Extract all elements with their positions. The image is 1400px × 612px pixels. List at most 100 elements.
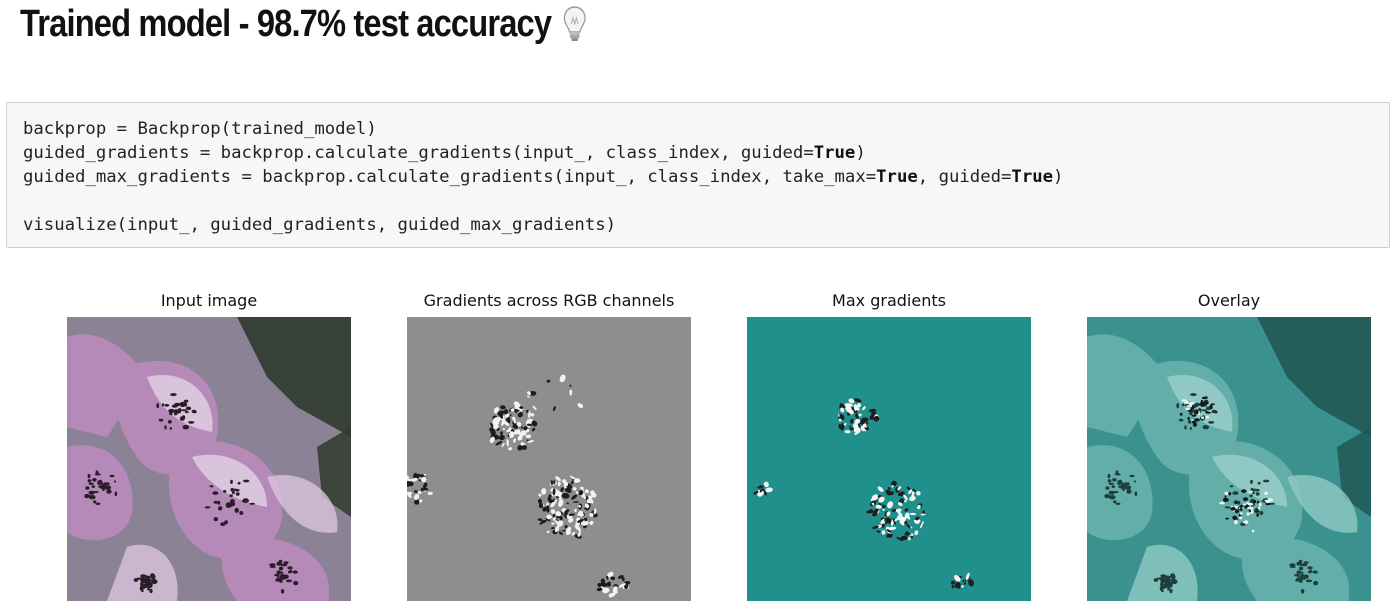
spot-mark [107, 482, 110, 486]
gradient-mark [538, 493, 542, 497]
gradient-mark [1222, 497, 1229, 502]
gradient-mark [839, 403, 846, 409]
spot-mark [147, 587, 150, 591]
spot-mark [87, 479, 92, 483]
petal-shape [192, 454, 267, 507]
spot-mark [269, 565, 277, 568]
spot-mark [1298, 566, 1304, 571]
gradient-mark [577, 519, 584, 523]
gradient-mark [888, 526, 897, 531]
spot-mark [234, 507, 239, 513]
gradient-mark [900, 516, 907, 522]
gradient-mark [497, 411, 503, 419]
spot-mark [180, 409, 187, 412]
gradient-mark [839, 413, 845, 421]
spot-mark [1181, 403, 1185, 407]
petal-shape [1087, 445, 1153, 541]
overlay-tint [1087, 317, 1371, 601]
gradient-mark [568, 513, 575, 516]
spot-mark [104, 485, 112, 490]
spot-mark [1294, 579, 1301, 582]
spot-mark [1300, 563, 1308, 567]
spot-mark [1118, 479, 1123, 485]
spot-mark [1170, 574, 1176, 579]
gradient-mark [862, 406, 866, 411]
spot-mark [230, 487, 234, 492]
gradient-mark [560, 487, 564, 493]
spot-mark [1263, 479, 1270, 483]
spot-mark [212, 491, 219, 495]
gradient-mark [489, 427, 494, 432]
leaf-shape [237, 317, 351, 437]
gradient-mark [922, 510, 926, 515]
code-editor[interactable]: backprop = Backprop(trained_model) guided… [23, 117, 1063, 237]
gradient-mark [1243, 503, 1247, 506]
gradient-mark [908, 489, 913, 495]
code-cell[interactable]: backprop = Backprop(trained_model) guided… [6, 102, 1390, 248]
panel-title: Overlay [1197, 291, 1261, 310]
gradient-mark [552, 517, 556, 521]
spot-mark [1112, 478, 1117, 482]
gradient-mark [498, 410, 504, 414]
spot-mark [140, 574, 147, 578]
gradient-mark [906, 532, 910, 536]
spot-mark [1308, 570, 1311, 574]
gradient-mark [612, 586, 618, 594]
spot-mark [1303, 561, 1309, 564]
spot-mark [92, 478, 97, 482]
spot-mark [1229, 485, 1234, 488]
gradient-mark [1240, 506, 1243, 512]
code-text: guided_max_gradients = backprop.calculat… [23, 167, 877, 187]
spot-mark [242, 498, 249, 503]
gradient-mark [872, 411, 877, 415]
gradient-mark [577, 403, 584, 409]
gradient-mark [1242, 497, 1249, 502]
spot-mark [1108, 482, 1114, 485]
gradient-mark [513, 409, 520, 412]
spot-mark [85, 486, 90, 490]
gradient-mark [564, 509, 570, 514]
spot-mark [288, 570, 291, 574]
gradient-mark [512, 416, 516, 421]
gradient-mark [909, 495, 916, 502]
spot-mark [182, 403, 187, 407]
gradient-mark [584, 503, 590, 509]
gradient-mark [517, 436, 522, 441]
gradient-mark [561, 492, 570, 499]
gradient-mark [896, 536, 904, 542]
gradient-mark [562, 479, 566, 484]
gradient-mark [520, 430, 526, 436]
gradient-mark [580, 486, 584, 490]
gradient-mark [490, 422, 494, 428]
gradient-mark [572, 501, 579, 503]
spot-mark [1200, 409, 1207, 412]
gradient-mark [904, 521, 907, 524]
gradient-mark [962, 579, 965, 583]
gradient-mark [525, 434, 532, 439]
petal-shape [67, 334, 147, 437]
spot-mark [213, 500, 218, 504]
gradient-mark [527, 440, 535, 443]
gradient-mark [569, 384, 572, 387]
gradient-mark [527, 391, 531, 395]
gradient-mark [584, 489, 589, 494]
gradient-mark [875, 504, 882, 509]
spot-mark [292, 570, 298, 574]
petal-shape [1127, 544, 1198, 601]
gradient-mark [1205, 415, 1209, 419]
gradient-mark [968, 578, 974, 587]
spot-mark [249, 502, 256, 505]
gradient-mark [849, 425, 851, 429]
gradient-mark [871, 494, 879, 501]
spot-mark [1166, 583, 1173, 589]
gradient-mark [897, 502, 903, 507]
gradient-mark [865, 422, 869, 425]
spot-mark [1115, 502, 1121, 505]
lightbulb-icon [561, 4, 587, 44]
gradient-mark [855, 398, 862, 403]
gradient-mark [897, 486, 902, 491]
gradient-mark [548, 516, 553, 519]
input-image [67, 317, 351, 601]
spot-mark [87, 473, 91, 479]
spot-mark [1289, 565, 1297, 568]
